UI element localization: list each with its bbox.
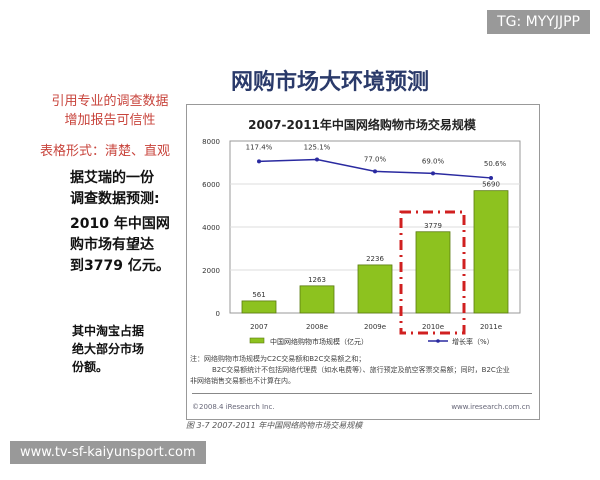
- chart-caption: 图 3-7 2007-2011 年中国网络购物市场交易规模: [186, 421, 363, 430]
- y-tick-label: 8000: [202, 138, 220, 146]
- legend-line-label: 增长率（%）: [452, 337, 494, 346]
- bar-label: 3779: [424, 222, 442, 230]
- note-line: 到3779 亿元。: [70, 258, 170, 274]
- watermark-top: TG: MYYJJPP: [487, 10, 590, 34]
- growth-point: [489, 175, 493, 180]
- note-line: 绝大部分市场: [72, 342, 145, 356]
- growth-label: 77.0%: [364, 155, 387, 163]
- bar-label: 1263: [308, 276, 326, 284]
- growth-point: [373, 169, 377, 174]
- red-note-2: 表格形式：清楚、直观: [40, 144, 171, 159]
- divider: [192, 393, 532, 394]
- growth-point: [431, 171, 435, 176]
- chart-note: 注：网络购物市场规模为C2C交易额和B2C交易额之和； B2C交易额统计不包括网…: [190, 354, 535, 387]
- x-tick-label: 2007: [250, 323, 268, 331]
- slide-title: 网购市场大环境预测: [230, 70, 429, 95]
- growth-point: [315, 157, 319, 162]
- bar-label: 561: [252, 291, 265, 299]
- chart-title: 2007-2011年中国网络购物市场交易规模: [248, 118, 476, 132]
- legend-bar-label: 中国网络购物市场规模（亿元）: [270, 337, 368, 346]
- legend-line-marker: [436, 339, 440, 343]
- bar-label: 2236: [366, 255, 384, 263]
- note-line: 引用专业的调查数据: [51, 94, 169, 109]
- bar: [415, 231, 451, 314]
- x-tick-label: 2011e: [480, 323, 502, 331]
- note-line: 增加报告可信性: [64, 113, 156, 128]
- y-tick-label: 4000: [202, 224, 220, 232]
- bar: [241, 300, 277, 314]
- y-tick-label: 0: [216, 310, 220, 318]
- bar-label: 5690: [482, 181, 500, 189]
- note-line: 据艾瑞的一份: [70, 170, 154, 186]
- footer-right: www.iresearch.com.cn: [451, 403, 530, 411]
- footer-left: ©2008.4 iResearch Inc.: [192, 403, 275, 411]
- bar: [299, 285, 335, 314]
- y-tick-label: 6000: [202, 181, 220, 189]
- growth-label: 69.0%: [422, 157, 445, 165]
- bar: [357, 264, 393, 314]
- watermark-bottom: www.tv-sf-kaiyunsport.com: [10, 441, 206, 464]
- x-tick-label: 2010e: [422, 323, 444, 331]
- growth-label: 117.4%: [246, 143, 273, 151]
- growth-label: 50.6%: [484, 160, 507, 168]
- black-note-2: 其中淘宝占据 绝大部分市场 份额。: [72, 322, 144, 376]
- black-note-1: 据艾瑞的一份 调查数据预测: 2010 年中国网 购市场有望达 到3779 亿元…: [70, 168, 170, 277]
- note-line: 2010 年中国网: [70, 216, 170, 232]
- highlight-box: [399, 210, 466, 335]
- note-line: 调查数据预测:: [70, 191, 160, 207]
- x-tick-label: 2009e: [364, 323, 386, 331]
- x-tick-label: 2008e: [306, 323, 328, 331]
- note-line: 非网络销售交易额也不计算在内。: [190, 377, 295, 385]
- note-line: 其中淘宝占据: [72, 324, 145, 338]
- note-line: 注：网络购物市场规模为C2C交易额和B2C交易额之和；: [190, 355, 366, 363]
- bar: [473, 190, 509, 314]
- note-line: 购市场有望达: [70, 237, 154, 253]
- note-line: B2C交易额统计不包括网络代理费（如水电费等）、旅行预定及航空客票交易额；同时，…: [212, 366, 510, 374]
- legend-bar-swatch: [249, 337, 265, 344]
- growth-label: 125.1%: [304, 144, 331, 152]
- red-note-1: 引用专业的调查数据 增加报告可信性: [40, 92, 180, 130]
- growth-point: [257, 159, 261, 164]
- y-tick-label: 2000: [202, 267, 220, 275]
- note-line: 份额。: [72, 360, 109, 374]
